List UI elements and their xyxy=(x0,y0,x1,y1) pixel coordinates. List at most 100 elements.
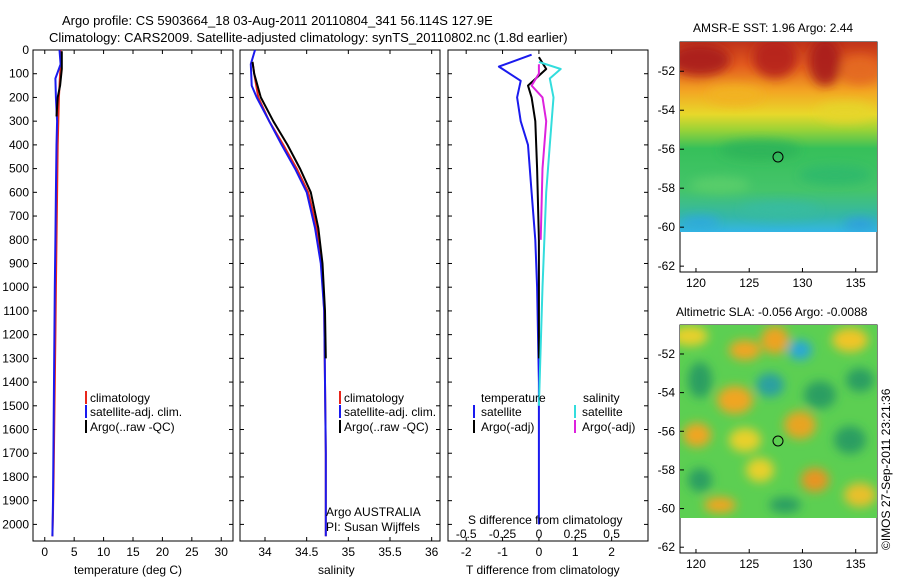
x-tick-label: 15 xyxy=(126,545,140,559)
argo-program-annotation: Argo AUSTRALIA xyxy=(326,505,421,519)
depth-tick-label: 600 xyxy=(9,185,29,199)
depth-tick-label: 0 xyxy=(22,43,29,57)
x-tick-label: 34.5 xyxy=(295,545,319,559)
x-tick-label: -2 xyxy=(461,545,472,559)
x-tick-label: 5 xyxy=(71,545,78,559)
depth-tick-label: 200 xyxy=(9,90,29,104)
series-line xyxy=(537,60,562,406)
sst-map-ticks: 120 125 130 135 -52 -54 -56 -58 -60 -62 xyxy=(658,64,866,290)
figure-title-line2: Climatology: CARS2009. Satellite-adjuste… xyxy=(49,30,568,45)
legend-s-satellite-label: satellite xyxy=(582,405,623,419)
s-tick-label: 0 xyxy=(536,527,543,541)
map-x-tick-label: 130 xyxy=(792,276,812,290)
sla-field xyxy=(680,325,877,518)
depth-tick-label: 1800 xyxy=(2,470,29,484)
series-line xyxy=(527,56,548,359)
x-tick-label: 0 xyxy=(41,545,48,559)
difference-s-tick-labels: -0.5 -0.25 0 0.25 0.5 xyxy=(456,527,620,541)
sla-argo-location-marker xyxy=(772,435,784,447)
sst-field xyxy=(680,42,877,232)
x-tick-label: 1 xyxy=(572,545,579,559)
temperature-profile-chart: 0100200300400500600700800900100011001200… xyxy=(2,43,234,577)
series-line xyxy=(51,49,62,537)
map-x-tick-label: 125 xyxy=(739,557,759,571)
map-y-tick-label: -62 xyxy=(658,540,676,554)
map-y-tick-label: -60 xyxy=(658,502,676,516)
salinity-x-label: salinity xyxy=(318,563,355,577)
sst-map: AMSR-E SST: 1.96 Argo: 2.44 120 125 130 135… xyxy=(658,21,878,290)
temperature-ticks: 0100200300400500600700800900100011001200… xyxy=(2,43,233,559)
temperature-axes-frame xyxy=(32,49,234,542)
figure-title-line1: Argo profile: CS 5903664_18 03-Aug-2011 … xyxy=(62,13,493,28)
x-tick-label: 36 xyxy=(425,545,439,559)
map-x-tick-label: 135 xyxy=(846,557,866,571)
map-x-tick-label: 135 xyxy=(846,276,866,290)
map-y-tick-label: -58 xyxy=(658,181,676,195)
legend-satellite-label: satellite-adj. clim. xyxy=(344,405,436,419)
sla-map-title: Altimetric SLA: -0.056 Argo: -0.0088 xyxy=(676,305,868,319)
map-y-tick-label: -58 xyxy=(658,463,676,477)
depth-tick-label: 1000 xyxy=(2,280,29,294)
salinity-legend: climatology satellite-adj. clim. Argo(..… xyxy=(339,391,436,434)
depth-tick-label: 400 xyxy=(9,138,29,152)
difference-series xyxy=(497,53,562,525)
s-tick-label: -0.25 xyxy=(489,527,517,541)
legend-satellite-label: satellite-adj. clim. xyxy=(90,405,182,419)
depth-tick-label: 800 xyxy=(9,233,29,247)
difference-ticks: -2 -1 0 1 2 xyxy=(448,49,648,559)
depth-tick-label: 700 xyxy=(9,209,29,223)
difference-axes-frame xyxy=(447,49,649,542)
x-tick-label: 25 xyxy=(185,545,199,559)
depth-tick-label: 1100 xyxy=(3,304,29,318)
legend-salinity-title: salinity xyxy=(583,391,620,405)
map-y-tick-label: -60 xyxy=(658,220,676,234)
map-y-tick-label: -52 xyxy=(658,64,676,78)
series-line xyxy=(249,49,327,537)
map-y-tick-label: -56 xyxy=(658,424,676,438)
sla-map-ticks: 120 125 130 135 -52 -54 -56 -58 -60 -62 xyxy=(658,347,866,571)
depth-tick-label: 1500 xyxy=(2,399,29,413)
depth-tick-label: 1200 xyxy=(2,328,29,342)
salinity-profile-chart: 34 34.5 35 35.5 36 salinity climatology sate… xyxy=(239,49,441,577)
salinity-series xyxy=(249,49,327,537)
legend-s-argo-label: Argo(-adj) xyxy=(582,420,635,434)
depth-tick-label: 1700 xyxy=(2,446,29,460)
sst-map-title: AMSR-E SST: 1.96 Argo: 2.44 xyxy=(693,21,853,35)
temperature-legend: climatology satellite-adj. clim. Argo(..… xyxy=(85,391,182,434)
map-x-tick-label: 120 xyxy=(686,276,706,290)
x-tick-label: -1 xyxy=(497,545,508,559)
depth-tick-label: 1900 xyxy=(2,494,29,508)
map-y-tick-label: -62 xyxy=(658,259,676,273)
depth-tick-label: 1400 xyxy=(2,375,29,389)
x-tick-label: 10 xyxy=(97,545,111,559)
argo-pi-annotation: PI: Susan Wijffels xyxy=(326,520,420,534)
x-tick-label: 0 xyxy=(536,545,543,559)
difference-x-label: T difference from climatology xyxy=(466,563,620,577)
difference-profile-chart: -2 -1 0 1 2 T difference from climatology S … xyxy=(447,49,649,577)
depth-tick-label: 500 xyxy=(9,162,29,176)
depth-tick-label: 300 xyxy=(9,114,29,128)
depth-tick-label: 2000 xyxy=(2,517,29,531)
imos-timestamp: ©IMOS 27-Sep-2011 23:21:36 xyxy=(879,388,893,550)
map-x-tick-label: 130 xyxy=(792,557,812,571)
sla-map: Altimetric SLA: -0.056 Argo: -0.0088 xyxy=(658,305,878,571)
depth-tick-label: 900 xyxy=(9,256,29,270)
temperature-series xyxy=(51,49,63,537)
series-line xyxy=(251,61,327,359)
x-tick-label: 30 xyxy=(215,545,229,559)
salinity-axes-frame xyxy=(239,49,441,542)
temperature-x-label: temperature (deg C) xyxy=(74,563,182,577)
map-y-tick-label: -54 xyxy=(658,103,676,117)
x-tick-label: 35.5 xyxy=(378,545,402,559)
legend-argo-label: Argo(..raw -QC) xyxy=(90,420,175,434)
x-tick-label: 20 xyxy=(156,545,170,559)
series-line xyxy=(530,64,548,240)
legend-climatology-label: climatology xyxy=(90,391,150,405)
depth-tick-label: 1600 xyxy=(2,423,29,437)
salinity-ticks: 34 34.5 35 35.5 36 xyxy=(240,49,440,559)
legend-t-satellite-label: satellite xyxy=(481,405,522,419)
series-line xyxy=(55,51,63,117)
s-tick-label: 0.25 xyxy=(564,527,588,541)
depth-tick-label: 100 xyxy=(9,67,29,81)
